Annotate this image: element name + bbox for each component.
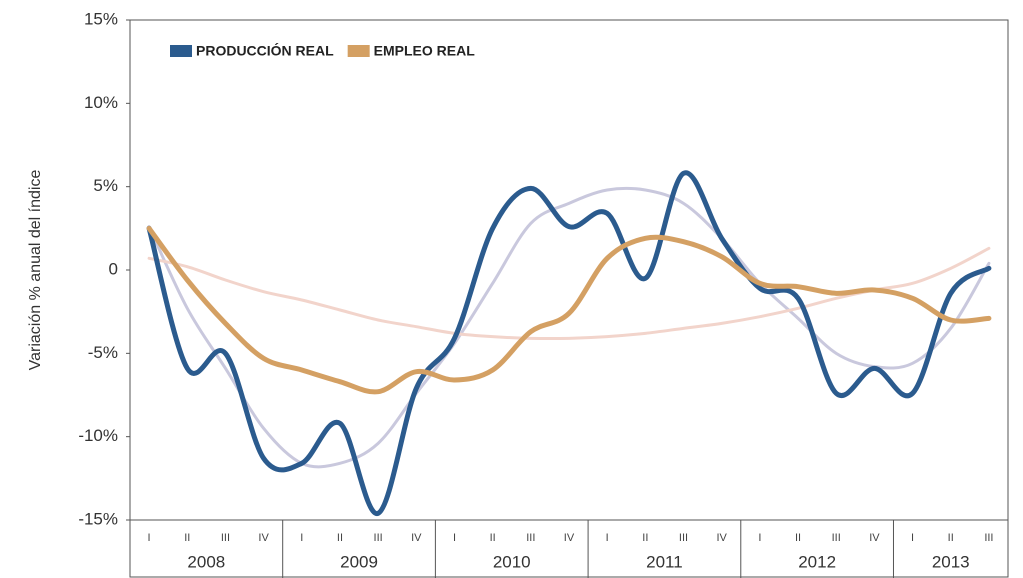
x-tick-label: III xyxy=(679,532,688,544)
x-tick-label: II xyxy=(795,532,801,544)
legend-swatch xyxy=(347,45,370,57)
x-tick-label: III xyxy=(984,532,993,544)
year-label: 2008 xyxy=(187,552,225,571)
x-tick-label: I xyxy=(148,532,151,544)
x-tick-label: IV xyxy=(564,532,575,544)
x-tick-label: IV xyxy=(716,532,727,544)
x-tick-label: II xyxy=(490,532,496,544)
year-label: 2012 xyxy=(798,552,836,571)
x-tick-label: I xyxy=(606,532,609,544)
y-tick-label: 10% xyxy=(84,93,118,112)
x-tick-label: II xyxy=(184,532,190,544)
x-tick-label: III xyxy=(221,532,230,544)
x-tick-label: III xyxy=(526,532,535,544)
x-tick-label: I xyxy=(758,532,761,544)
x-tick-label: III xyxy=(374,532,383,544)
x-tick-label: III xyxy=(832,532,841,544)
year-label: 2009 xyxy=(340,552,378,571)
y-axis-label: Variación % anual del índice xyxy=(27,170,44,371)
x-tick-label: II xyxy=(948,532,954,544)
y-tick-label: 5% xyxy=(93,176,118,195)
y-tick-label: -10% xyxy=(78,426,118,445)
y-tick-label: -15% xyxy=(78,509,118,528)
series-line xyxy=(147,246,991,341)
x-tick-label: II xyxy=(337,532,343,544)
year-label: 2010 xyxy=(493,552,531,571)
y-tick-label: -5% xyxy=(88,343,118,362)
x-tick-label: I xyxy=(300,532,303,544)
x-tick-label: IV xyxy=(869,532,880,544)
x-tick-label: I xyxy=(453,532,456,544)
year-label: 2011 xyxy=(646,552,683,571)
x-tick-label: IV xyxy=(258,532,269,544)
x-tick-label: II xyxy=(642,532,648,544)
legend-label: EMPLEO REAL xyxy=(374,43,476,59)
legend-swatch xyxy=(170,45,192,57)
legend-label: PRODUCCIÓN REAL xyxy=(196,42,334,59)
plot-frame xyxy=(129,19,1009,578)
y-tick-label: 15% xyxy=(84,9,118,28)
y-tick-label: 0 xyxy=(109,259,118,278)
series-line xyxy=(147,186,991,469)
x-tick-label: I xyxy=(911,532,914,544)
series-line xyxy=(146,225,992,395)
year-label: 2013 xyxy=(932,552,970,571)
series-line xyxy=(146,170,992,516)
x-tick-label: IV xyxy=(411,532,422,544)
